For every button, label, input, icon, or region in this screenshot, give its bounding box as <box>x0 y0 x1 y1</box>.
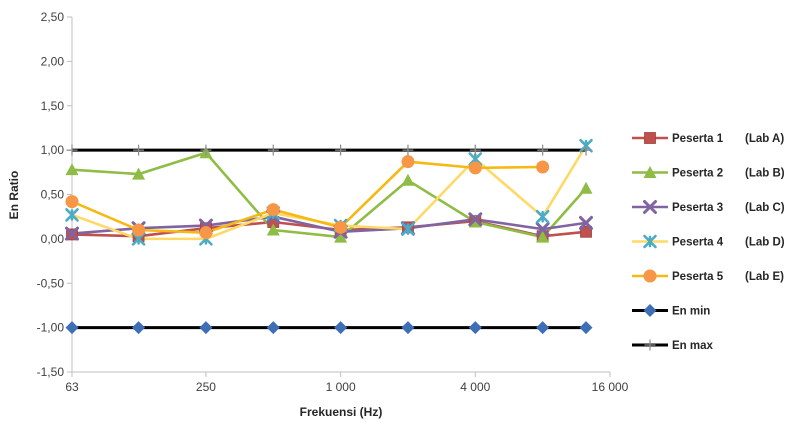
data-point-peserta-5 <box>468 161 482 175</box>
data-point-peserta-2 <box>334 230 348 243</box>
y-tick-label: -1,00 <box>37 321 65 335</box>
legend-label-peserta-5: Peserta 5 <box>672 271 724 283</box>
data-point-peserta-2 <box>65 163 79 176</box>
data-point-en-max <box>537 144 549 156</box>
data-point-peserta-4 <box>535 209 550 224</box>
x-tick-label: 63 <box>65 380 79 394</box>
data-point-en-min <box>334 321 348 335</box>
data-point-peserta-5 <box>266 203 280 217</box>
data-point-peserta-5 <box>132 223 146 237</box>
y-tick-label: 1,00 <box>41 143 65 157</box>
data-point-en-max <box>335 144 347 156</box>
data-point-en-min <box>468 321 482 335</box>
legend-marker-peserta-3 <box>643 200 657 214</box>
data-point-en-max <box>66 144 78 156</box>
data-point-peserta-5 <box>199 226 213 240</box>
data-point-peserta-3 <box>535 222 550 237</box>
y-tick-label: -1,50 <box>37 365 65 379</box>
legend-lab-peserta-5: (Lab E) <box>745 271 784 283</box>
x-tick-label: 16 000 <box>592 380 629 394</box>
data-point-en-min <box>132 321 146 335</box>
legend-marker-peserta-2 <box>643 166 657 178</box>
legend-marker-peserta-5 <box>643 269 657 283</box>
data-point-peserta-2 <box>536 230 550 243</box>
data-point-en-min <box>266 321 280 335</box>
x-tick-label: 4 000 <box>460 380 490 394</box>
y-tick-label: 1,50 <box>41 99 65 113</box>
x-axis-title: Frekuensi (Hz) <box>300 405 383 419</box>
data-point-en-min <box>579 321 593 335</box>
legend: Peserta 1 (Lab A) Peserta 2 (Lab B) Peserta … <box>632 132 785 352</box>
data-point-peserta-2 <box>401 173 415 186</box>
data-point-en-max <box>133 144 145 156</box>
data-point-en-max <box>402 144 414 156</box>
data-point-en-min <box>65 321 79 335</box>
legend-label-peserta-4: Peserta 4 <box>672 237 724 249</box>
data-point-en-max <box>469 144 481 156</box>
data-point-en-max <box>267 144 279 156</box>
y-tick-label: 2,00 <box>41 54 65 68</box>
data-point-peserta-5 <box>65 195 79 209</box>
series-line-peserta-5 <box>71 160 543 234</box>
y-axis-ticks: 2,50 2,00 1,50 1,00 0,50 0,00 -0,50 -1,00 -1,50 <box>37 10 72 379</box>
y-axis-title: En Ratio <box>7 171 21 220</box>
legend-marker-peserta-1 <box>644 132 656 144</box>
data-point-peserta-3 <box>468 212 483 227</box>
data-point-peserta-2 <box>579 181 593 194</box>
y-tick-label: 0,00 <box>41 232 65 246</box>
legend-label-en-max: En max <box>672 340 714 352</box>
legend-label-en-min: En min <box>672 306 710 318</box>
data-point-peserta-4 <box>401 222 415 236</box>
data-point-peserta-3 <box>579 215 594 230</box>
legend-label-peserta-1: Peserta 1 <box>672 133 724 145</box>
legend-marker-peserta-4 <box>643 234 657 249</box>
data-point-peserta-5 <box>536 160 550 174</box>
data-point-peserta-5 <box>401 155 415 169</box>
x-tick-label: 250 <box>196 380 216 394</box>
series-lines <box>71 145 588 330</box>
data-point-peserta-2 <box>132 167 146 180</box>
data-point-en-min <box>199 321 213 335</box>
data-point-en-min <box>536 321 550 335</box>
series-markers <box>65 138 594 335</box>
y-tick-label: 0,50 <box>41 188 65 202</box>
y-tick-label: -0,50 <box>37 276 65 290</box>
data-point-peserta-1 <box>580 225 592 238</box>
data-point-peserta-3 <box>65 226 79 241</box>
y-tick-label: 2,50 <box>41 10 65 24</box>
data-point-peserta-2 <box>266 223 280 236</box>
data-point-en-max <box>580 144 592 156</box>
legend-marker-en-max <box>644 339 656 351</box>
data-point-en-max <box>200 144 212 156</box>
legend-lab-peserta-3: (Lab C) <box>745 202 785 214</box>
legend-label-peserta-3: Peserta 3 <box>672 202 723 214</box>
x-axis-ticks: 63 250 1 000 4 000 16 000 <box>65 372 629 394</box>
legend-lab-peserta-4: (Lab D) <box>745 237 785 249</box>
legend-lab-peserta-1: (Lab A) <box>745 133 784 145</box>
data-point-peserta-5 <box>334 220 348 234</box>
legend-marker-en-min <box>643 304 657 317</box>
legend-lab-peserta-2: (Lab B) <box>745 168 785 180</box>
data-point-peserta-4 <box>65 208 79 222</box>
legend-label-peserta-2: Peserta 2 <box>672 168 723 180</box>
data-point-en-min <box>401 321 415 335</box>
x-tick-label: 1 000 <box>326 380 356 394</box>
